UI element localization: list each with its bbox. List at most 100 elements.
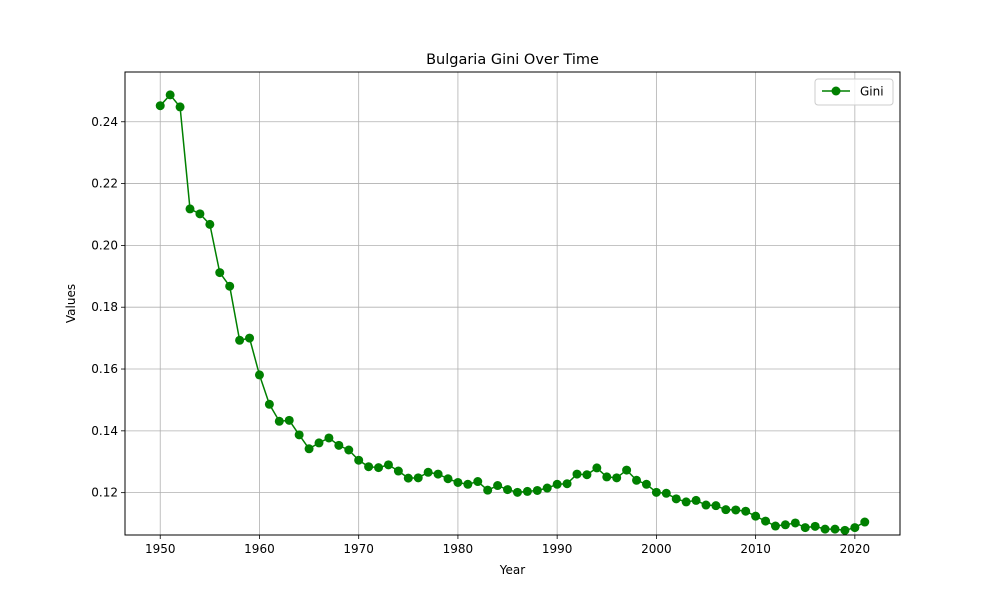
data-point	[324, 433, 334, 443]
y-tick-label: 0.14	[91, 424, 118, 438]
y-tick-label: 0.18	[91, 300, 118, 314]
data-point	[701, 500, 711, 510]
y-tick-label: 0.22	[91, 177, 118, 191]
data-point	[612, 473, 622, 483]
data-point	[622, 465, 632, 475]
legend-label-gini: Gini	[860, 85, 884, 99]
data-point	[274, 416, 284, 426]
data-point	[721, 505, 731, 515]
data-point	[651, 487, 661, 497]
data-point	[562, 479, 572, 489]
data-point	[860, 517, 870, 527]
data-point	[691, 495, 701, 505]
y-tick-label: 0.16	[91, 362, 118, 376]
data-point	[463, 479, 473, 489]
x-tick-label: 1970	[343, 542, 374, 556]
data-point	[423, 467, 433, 477]
data-point	[383, 460, 393, 470]
data-point	[314, 438, 324, 448]
data-point	[552, 479, 562, 489]
data-point	[632, 475, 642, 485]
x-tick-label: 1950	[145, 542, 176, 556]
data-point	[175, 102, 185, 112]
data-point	[294, 430, 304, 440]
data-point	[483, 485, 493, 495]
data-point	[205, 219, 215, 229]
data-point	[770, 521, 780, 531]
data-point	[503, 485, 513, 495]
data-point	[245, 333, 255, 343]
data-point	[512, 487, 522, 497]
y-axis-title: Values	[64, 284, 78, 323]
data-point	[364, 462, 374, 472]
data-point	[780, 520, 790, 530]
legend-marker-swatch	[831, 86, 841, 96]
data-point	[235, 335, 245, 345]
data-point	[582, 470, 592, 480]
data-point	[522, 486, 532, 496]
x-tick-label: 1980	[443, 542, 474, 556]
data-point	[374, 463, 384, 473]
data-point	[661, 488, 671, 498]
data-point	[304, 444, 314, 454]
data-point	[473, 477, 483, 487]
data-point	[602, 472, 612, 482]
data-point	[671, 494, 681, 504]
y-tick-label: 0.24	[91, 115, 118, 129]
data-point	[165, 90, 175, 100]
data-point	[215, 268, 225, 278]
data-point	[433, 469, 443, 479]
data-point	[195, 209, 205, 219]
legend: Gini	[814, 78, 894, 106]
data-point	[711, 501, 721, 511]
data-point	[592, 463, 602, 473]
data-point	[403, 473, 413, 483]
data-point	[225, 281, 235, 291]
y-tick-label: 0.12	[91, 486, 118, 500]
x-axis: 1950 1960 1970 1980 1990 2000 2010 2020	[145, 535, 870, 556]
plot-frame	[124, 71, 901, 536]
data-point	[641, 479, 651, 489]
data-point	[254, 370, 264, 380]
x-tick-label: 2020	[840, 542, 871, 556]
data-point	[790, 518, 800, 528]
data-point	[284, 415, 294, 425]
data-point	[542, 483, 552, 493]
x-tick-label: 2000	[641, 542, 672, 556]
data-point	[572, 469, 582, 479]
legend-box	[814, 78, 894, 106]
data-point	[532, 485, 542, 495]
data-point	[185, 204, 195, 214]
data-point	[731, 505, 741, 515]
data-point	[741, 506, 751, 516]
data-point	[354, 455, 364, 465]
x-tick-label: 1960	[244, 542, 275, 556]
x-tick-label: 2010	[740, 542, 771, 556]
data-point	[810, 521, 820, 531]
data-point	[493, 481, 503, 491]
y-tick-label: 0.20	[91, 238, 118, 252]
data-point	[453, 477, 463, 487]
data-point	[413, 473, 423, 483]
data-point	[155, 101, 165, 111]
data-point	[334, 440, 344, 450]
chart-title: Bulgaria Gini Over Time	[426, 52, 599, 68]
data-point	[761, 516, 771, 526]
grid-lines	[125, 72, 900, 535]
x-tick-label: 1990	[542, 542, 573, 556]
data-point	[800, 523, 810, 533]
data-point	[751, 511, 761, 521]
data-point	[830, 524, 840, 534]
data-point	[264, 399, 274, 409]
data-point	[344, 445, 354, 455]
data-point	[443, 474, 453, 484]
data-point	[850, 523, 860, 533]
data-point	[840, 525, 850, 535]
data-point	[393, 466, 403, 476]
y-axis: 0.12 0.14 0.16 0.18 0.20 0.22 0.24	[91, 115, 125, 500]
data-point	[681, 497, 691, 507]
x-axis-title: Year	[499, 563, 525, 577]
series-layer	[155, 90, 870, 535]
data-point	[820, 524, 830, 534]
